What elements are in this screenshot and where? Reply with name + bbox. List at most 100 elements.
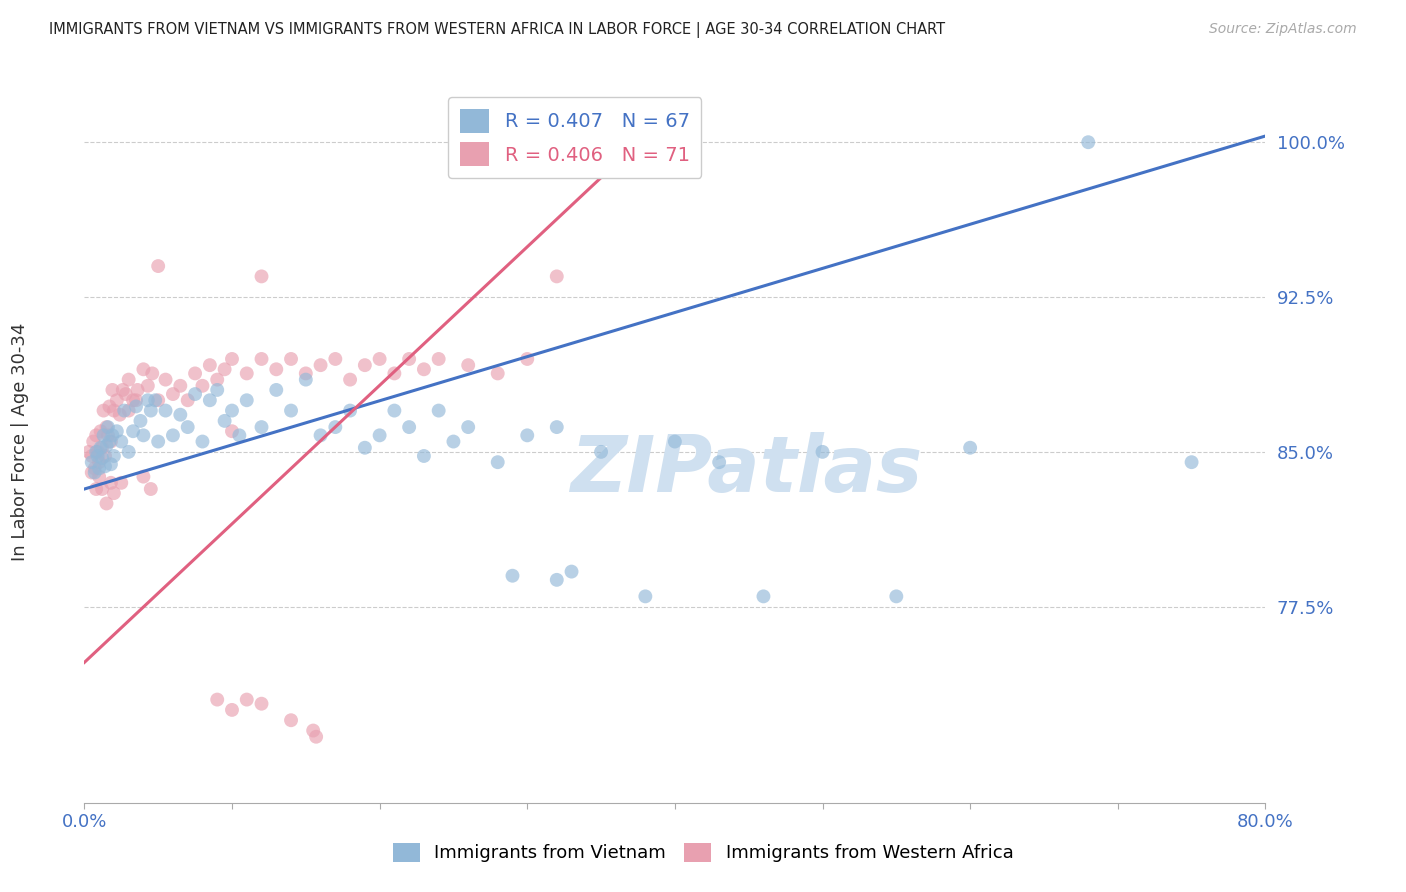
Point bbox=[136, 379, 159, 393]
Point bbox=[221, 351, 243, 366]
Point bbox=[82, 434, 104, 449]
Point bbox=[207, 692, 229, 706]
Point bbox=[339, 373, 361, 387]
Point bbox=[214, 414, 236, 428]
Point bbox=[546, 269, 568, 284]
Point bbox=[516, 428, 538, 442]
Point bbox=[91, 482, 114, 496]
Point bbox=[1181, 455, 1204, 469]
Point bbox=[143, 393, 166, 408]
Point bbox=[96, 420, 118, 434]
Point bbox=[546, 573, 568, 587]
Point bbox=[413, 449, 436, 463]
Point bbox=[77, 445, 100, 459]
Point bbox=[96, 439, 118, 453]
Point bbox=[80, 455, 103, 469]
Point bbox=[84, 445, 107, 459]
Point bbox=[221, 703, 243, 717]
Point bbox=[295, 373, 318, 387]
Point bbox=[207, 373, 229, 387]
Point bbox=[114, 387, 136, 401]
Point bbox=[457, 358, 479, 372]
Point bbox=[302, 723, 325, 738]
Point bbox=[250, 351, 273, 366]
Point bbox=[709, 455, 731, 469]
Point bbox=[811, 445, 834, 459]
Point bbox=[382, 367, 406, 381]
Point bbox=[127, 383, 149, 397]
Point bbox=[111, 383, 134, 397]
Point bbox=[664, 434, 686, 449]
Point bbox=[198, 393, 221, 408]
Point bbox=[266, 383, 288, 397]
Point bbox=[132, 428, 155, 442]
Point bbox=[139, 482, 162, 496]
Point bbox=[122, 424, 145, 438]
Point bbox=[103, 403, 125, 417]
Point bbox=[325, 420, 347, 434]
Point bbox=[1077, 135, 1099, 149]
Point bbox=[266, 362, 288, 376]
Point bbox=[398, 420, 420, 434]
Point bbox=[103, 486, 125, 500]
Point bbox=[198, 358, 221, 372]
Point bbox=[118, 373, 141, 387]
Point bbox=[87, 469, 111, 483]
Point bbox=[236, 692, 259, 706]
Point bbox=[250, 420, 273, 434]
Point bbox=[250, 269, 273, 284]
Point bbox=[169, 379, 191, 393]
Point bbox=[94, 449, 117, 463]
Point bbox=[634, 590, 657, 604]
Text: IMMIGRANTS FROM VIETNAM VS IMMIGRANTS FROM WESTERN AFRICA IN LABOR FORCE | AGE 3: IMMIGRANTS FROM VIETNAM VS IMMIGRANTS FR… bbox=[49, 22, 945, 38]
Point bbox=[486, 367, 509, 381]
Text: ZIPatlas: ZIPatlas bbox=[569, 433, 922, 508]
Point bbox=[305, 730, 328, 744]
Point bbox=[136, 393, 159, 408]
Point bbox=[169, 408, 191, 422]
Point bbox=[97, 428, 120, 442]
Legend: Immigrants from Vietnam, Immigrants from Western Africa: Immigrants from Vietnam, Immigrants from… bbox=[385, 836, 1021, 870]
Point bbox=[354, 441, 377, 455]
Point bbox=[354, 358, 377, 372]
Point bbox=[236, 393, 259, 408]
Point bbox=[129, 414, 152, 428]
Y-axis label: In Labor Force | Age 30-34: In Labor Force | Age 30-34 bbox=[11, 322, 28, 561]
Point bbox=[148, 434, 170, 449]
Point bbox=[398, 351, 420, 366]
Point bbox=[94, 459, 117, 474]
Point bbox=[339, 403, 361, 417]
Point bbox=[80, 449, 103, 463]
Point bbox=[162, 428, 184, 442]
Point bbox=[125, 400, 148, 414]
Point bbox=[207, 383, 229, 397]
Point bbox=[93, 428, 115, 442]
Point bbox=[250, 697, 273, 711]
Point bbox=[84, 482, 107, 496]
Point bbox=[98, 400, 121, 414]
Point bbox=[886, 590, 908, 604]
Point bbox=[309, 428, 332, 442]
Point bbox=[86, 445, 108, 459]
Point bbox=[122, 393, 145, 408]
Point bbox=[100, 475, 122, 490]
Point bbox=[112, 403, 135, 417]
Point bbox=[93, 403, 115, 417]
Text: Source: ZipAtlas.com: Source: ZipAtlas.com bbox=[1209, 22, 1357, 37]
Point bbox=[83, 461, 105, 475]
Point bbox=[214, 362, 236, 376]
Point bbox=[155, 373, 177, 387]
Point bbox=[83, 466, 105, 480]
Point bbox=[87, 455, 111, 469]
Point bbox=[162, 387, 184, 401]
Point bbox=[84, 428, 107, 442]
Point bbox=[280, 351, 302, 366]
Point bbox=[118, 403, 141, 417]
Point bbox=[427, 351, 450, 366]
Point bbox=[108, 408, 131, 422]
Point bbox=[132, 469, 155, 483]
Point bbox=[148, 393, 170, 408]
Point bbox=[110, 475, 132, 490]
Point bbox=[546, 420, 568, 434]
Point bbox=[561, 565, 583, 579]
